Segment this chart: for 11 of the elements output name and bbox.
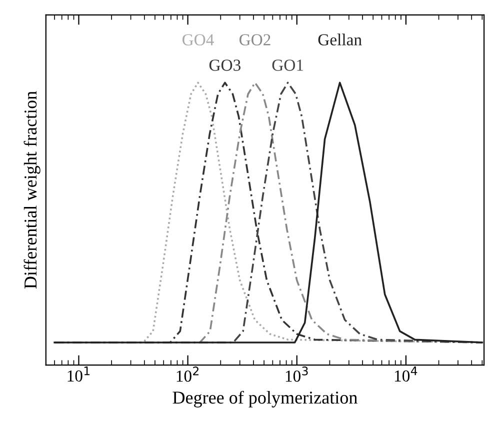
x-tick-label: 10$^{2}$ xyxy=(176,366,198,382)
x-tick-label: 10$^{1}$ xyxy=(68,366,90,382)
text: GO4 xyxy=(182,34,214,46)
x-tick-label: 10$^{4}$ xyxy=(394,366,418,382)
text: GO2 xyxy=(239,34,270,46)
x-tick-label: 10$^{3}$ xyxy=(286,366,308,382)
series-label: GO1 xyxy=(272,60,304,71)
x-axis-title: Degree of polymerization xyxy=(172,390,358,408)
text: Gellan xyxy=(318,34,362,46)
series-label: GO3 xyxy=(209,60,240,71)
y-axis-title: Differential weight fraction xyxy=(24,91,40,289)
